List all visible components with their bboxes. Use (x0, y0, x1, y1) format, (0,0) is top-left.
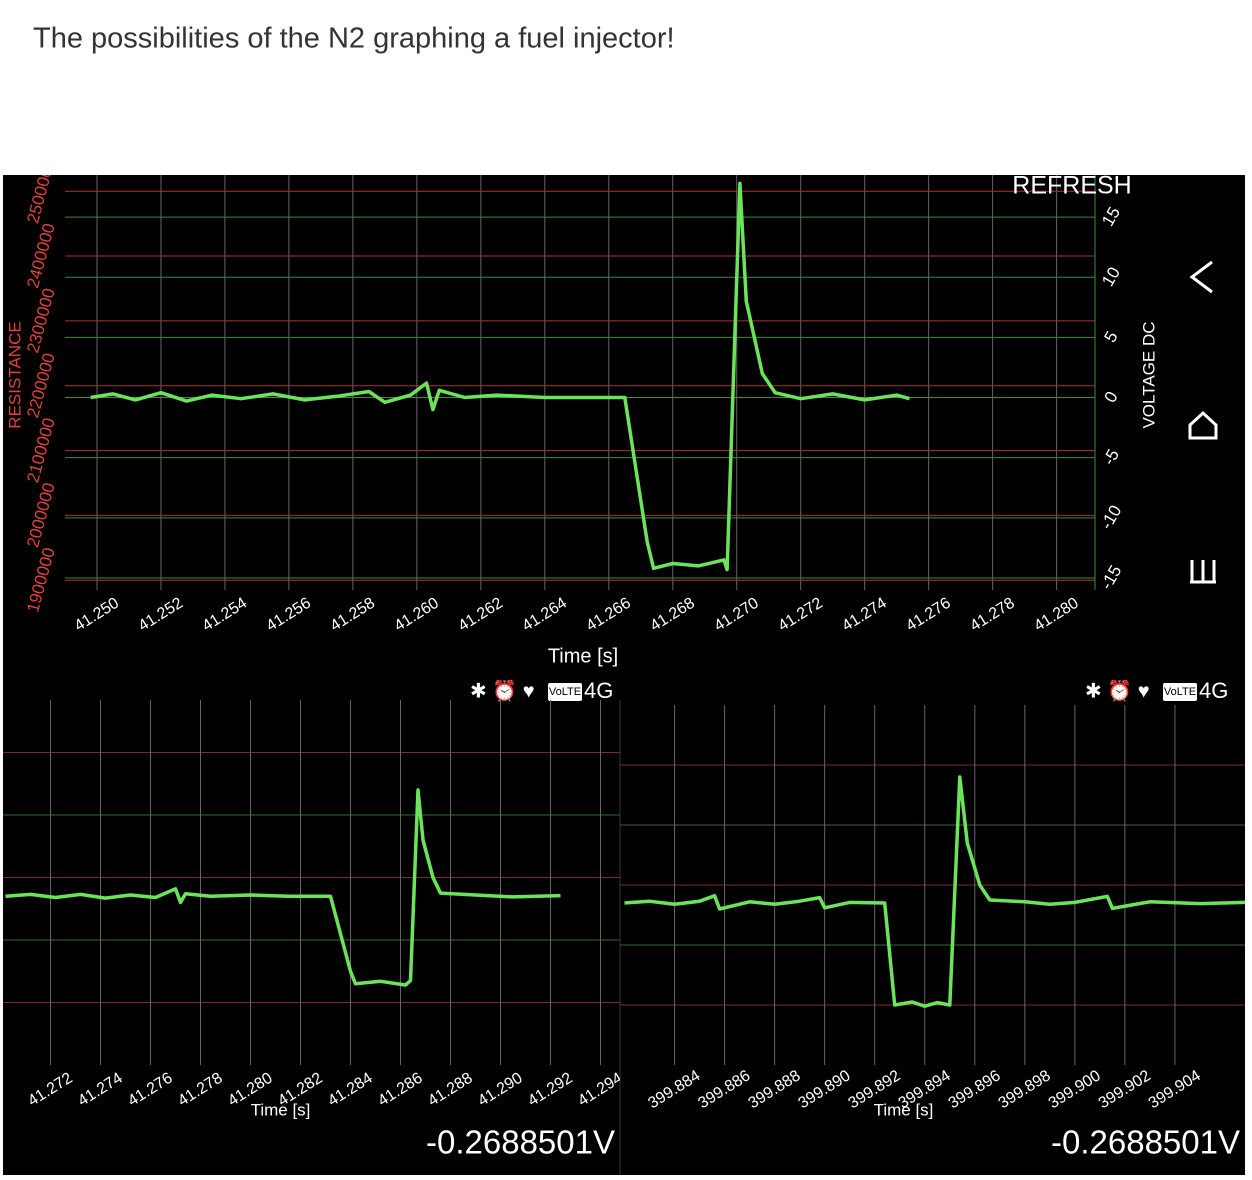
trace (624, 775, 1245, 1008)
nav-home[interactable] (1188, 410, 1218, 440)
volte-badge (548, 683, 582, 701)
nav-recent[interactable] (1190, 560, 1216, 584)
post-title: The possibilities of the N2 graphing a f… (33, 23, 675, 55)
trace (5, 788, 561, 987)
x-axis-label: Time [s] (548, 645, 618, 667)
voltage-readout: -0.2688501V (1051, 1124, 1240, 1161)
volte-badge (1163, 683, 1197, 701)
status-network: 4G (1199, 678, 1228, 703)
voltage-readout: -0.2688501V (426, 1124, 615, 1161)
status-volte: VoLTE (549, 686, 581, 698)
x-axis-label: Time [s] (874, 1100, 934, 1119)
x-axis-label: Time [s] (251, 1100, 311, 1119)
status-icons: ✱ ⏰ ♥ (1085, 678, 1150, 702)
status-volte: VoLTE (1164, 686, 1196, 698)
status-icons: ✱ ⏰ ♥ (470, 678, 535, 702)
status-network: 4G (584, 678, 613, 703)
refresh-button[interactable]: REFRESH (1012, 172, 1131, 200)
y2-axis-label: VOLTAGE DC (1139, 321, 1158, 428)
screen (3, 175, 1245, 1175)
y-axis-label: RESISTANCE (5, 321, 24, 428)
nav-back[interactable] (1189, 260, 1213, 294)
nav-bar[interactable] (1188, 260, 1218, 584)
trace (90, 181, 910, 572)
